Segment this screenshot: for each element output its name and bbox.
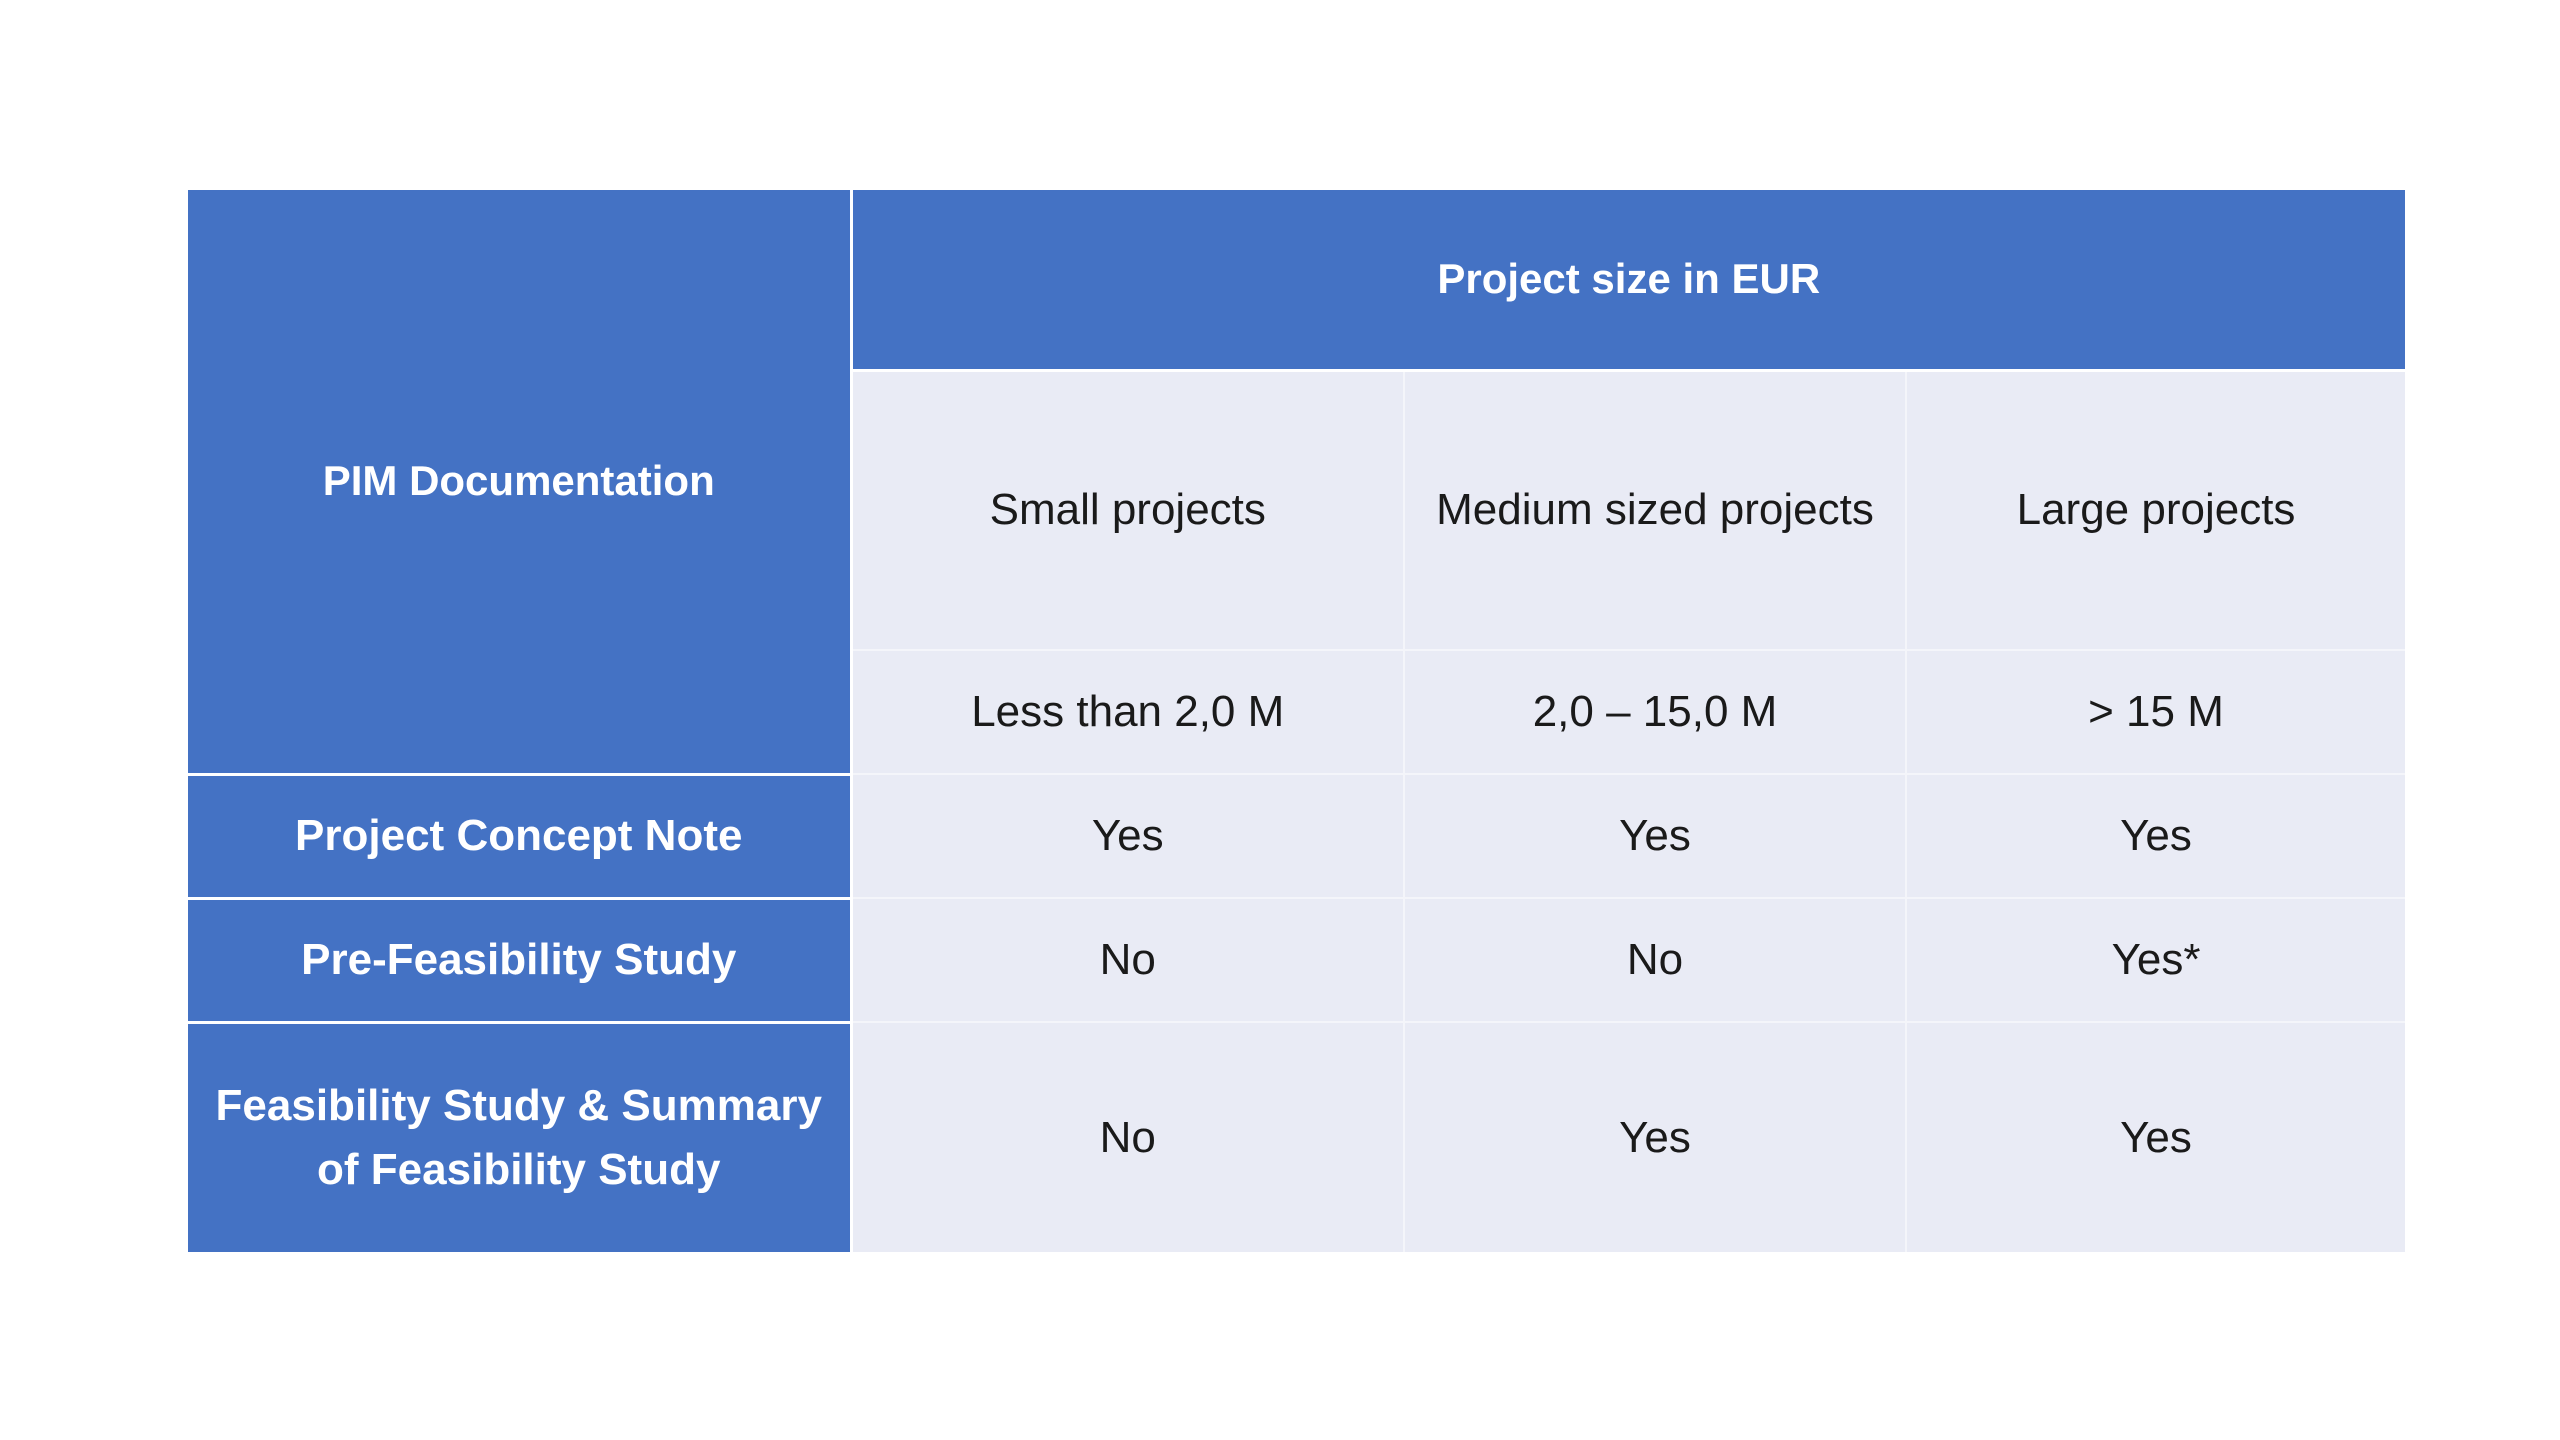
corner-header-cell: PIM Documentation (188, 190, 853, 776)
size-range-small: Less than 2,0 M (971, 687, 1285, 737)
table: PIM Documentation Project size in EUR Sm… (188, 190, 2406, 1252)
size-name-large: Large projects (2016, 485, 2296, 535)
row-label: Project Concept Note (295, 811, 743, 861)
table-cell: Yes (1904, 1021, 2406, 1252)
row-label-cell: Pre-Feasibility Study (188, 896, 853, 1024)
cell-value: No (1099, 935, 1156, 985)
group-header-cell: Project size in EUR (849, 190, 2406, 372)
table-cell: Yes* (1904, 897, 2406, 1023)
size-name-medium: Medium sized projects (1436, 485, 1874, 535)
cell-value: Yes* (2111, 935, 2201, 985)
table-cell: No (850, 897, 1405, 1023)
cell-value: Yes (1091, 811, 1164, 861)
size-name-cell: Medium sized projects (1403, 369, 1907, 651)
cell-value: Yes (1619, 1112, 1691, 1162)
table-row: Pre-Feasibility Study No No Yes* (188, 896, 2406, 1024)
size-name-cell: Small projects (850, 369, 1405, 651)
size-range-medium: 2,0 – 15,0 M (1532, 687, 1778, 737)
row-label-cell: Feasibility Study & Summary of Feasibili… (188, 1020, 853, 1252)
row-label-cell: Project Concept Note (188, 772, 853, 900)
table-cell: Yes (1904, 773, 2406, 899)
table-cell: No (1403, 897, 1907, 1023)
cell-value: Yes (1619, 811, 1691, 861)
table-cell: Yes (850, 773, 1405, 899)
table-cell: Yes (1403, 1021, 1907, 1252)
row-label: Feasibility Study & Summary of Feasibili… (215, 1080, 822, 1194)
table-cell: Yes (1403, 773, 1907, 899)
corner-header-text: PIM Documentation (322, 456, 715, 504)
size-range-large: > 15 M (2088, 687, 2224, 737)
table-row: Feasibility Study & Summary of Feasibili… (188, 1020, 2406, 1252)
pim-documentation-table: PIM Documentation Project size in EUR Sm… (188, 190, 2406, 1252)
size-range-cell: 2,0 – 15,0 M (1403, 649, 1907, 775)
cell-value: Yes (2120, 811, 2192, 861)
table-row: Project Concept Note Yes Yes Yes (188, 772, 2406, 900)
group-header-text: Project size in EUR (1437, 254, 1821, 302)
cell-value: Yes (2120, 1112, 2192, 1162)
cell-value: No (1626, 935, 1684, 985)
row-label: Pre-Feasibility Study (301, 935, 737, 985)
table-cell: No (850, 1021, 1405, 1252)
cell-value: No (1099, 1112, 1156, 1162)
size-range-cell: Less than 2,0 M (850, 649, 1405, 775)
size-name-cell: Large projects (1904, 369, 2406, 651)
size-name-small: Small projects (989, 485, 1266, 535)
size-range-cell: > 15 M (1904, 649, 2406, 775)
